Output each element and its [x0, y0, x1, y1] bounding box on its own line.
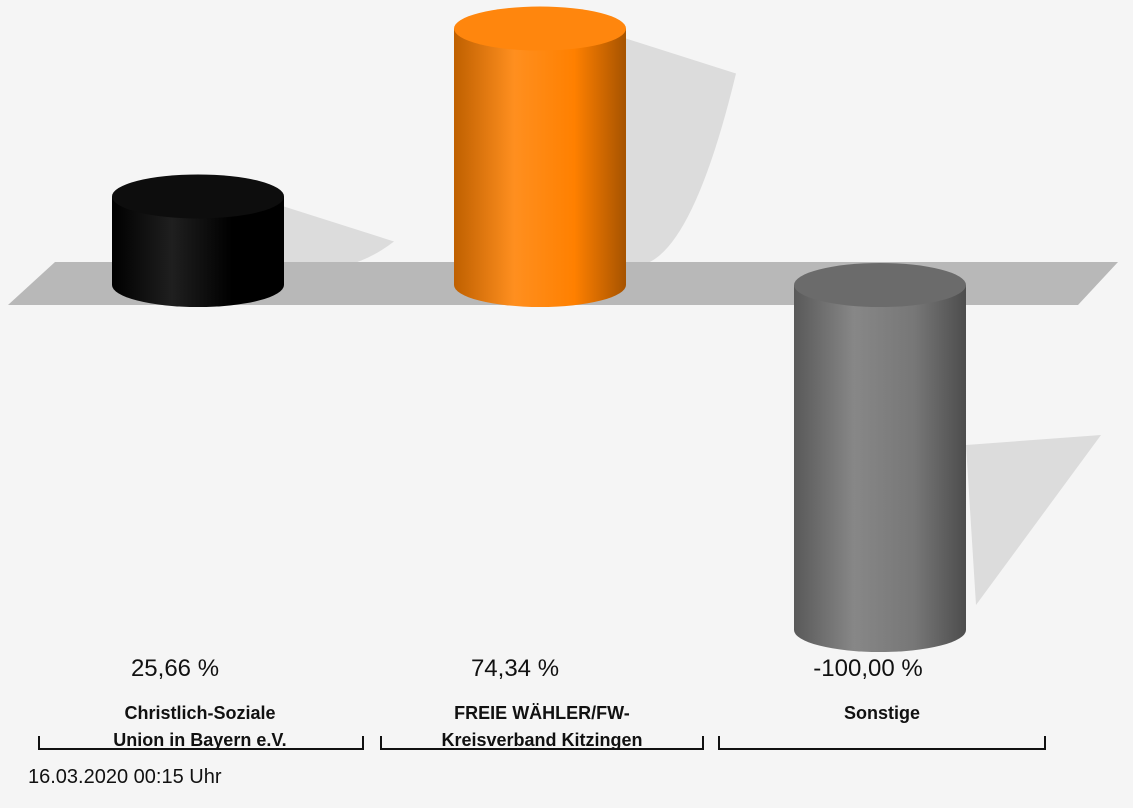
- category-label-fw-line2: Kreisverband Kitzingen: [441, 730, 643, 750]
- category-label-fw-line1: FREIE WÄHLER/FW-: [454, 703, 630, 723]
- bar-shadow-csu: [284, 206, 394, 270]
- category-label-sonstige: Sonstige: [844, 700, 920, 727]
- value-label-sonstige: -100,00 %: [813, 655, 923, 682]
- bar-shadow-sonstige: [966, 435, 1101, 605]
- bar-sonstige: [794, 285, 966, 652]
- category-label-csu-line2: Union in Bayern e.V.: [113, 730, 287, 750]
- category-bracket-fw: [380, 736, 704, 750]
- category-label-sonstige-line1: Sonstige: [843, 703, 921, 723]
- bar-fw: [454, 28, 626, 307]
- category-label-csu: Christlich-Soziale Union in Bayern e.V.: [113, 700, 286, 754]
- category-label-fw: FREIE WÄHLER/FW- Kreisverband Kitzingen: [441, 700, 642, 754]
- bar-cap-sonstige: [794, 263, 966, 307]
- bar-csu: [112, 196, 284, 307]
- category-bracket-csu: [38, 736, 364, 750]
- category-label-csu-line1: Christlich-Soziale: [124, 703, 276, 723]
- bar-cap-csu: [112, 174, 284, 219]
- value-label-csu: 25,66 %: [130, 655, 220, 682]
- timestamp: 16.03.2020 00:15 Uhr: [28, 766, 222, 788]
- value-label-fw: 74,34 %: [470, 655, 560, 682]
- bar-shadow-fw: [626, 38, 736, 267]
- category-bracket-sonstige: [718, 736, 1046, 750]
- bar-cap-fw: [454, 6, 626, 51]
